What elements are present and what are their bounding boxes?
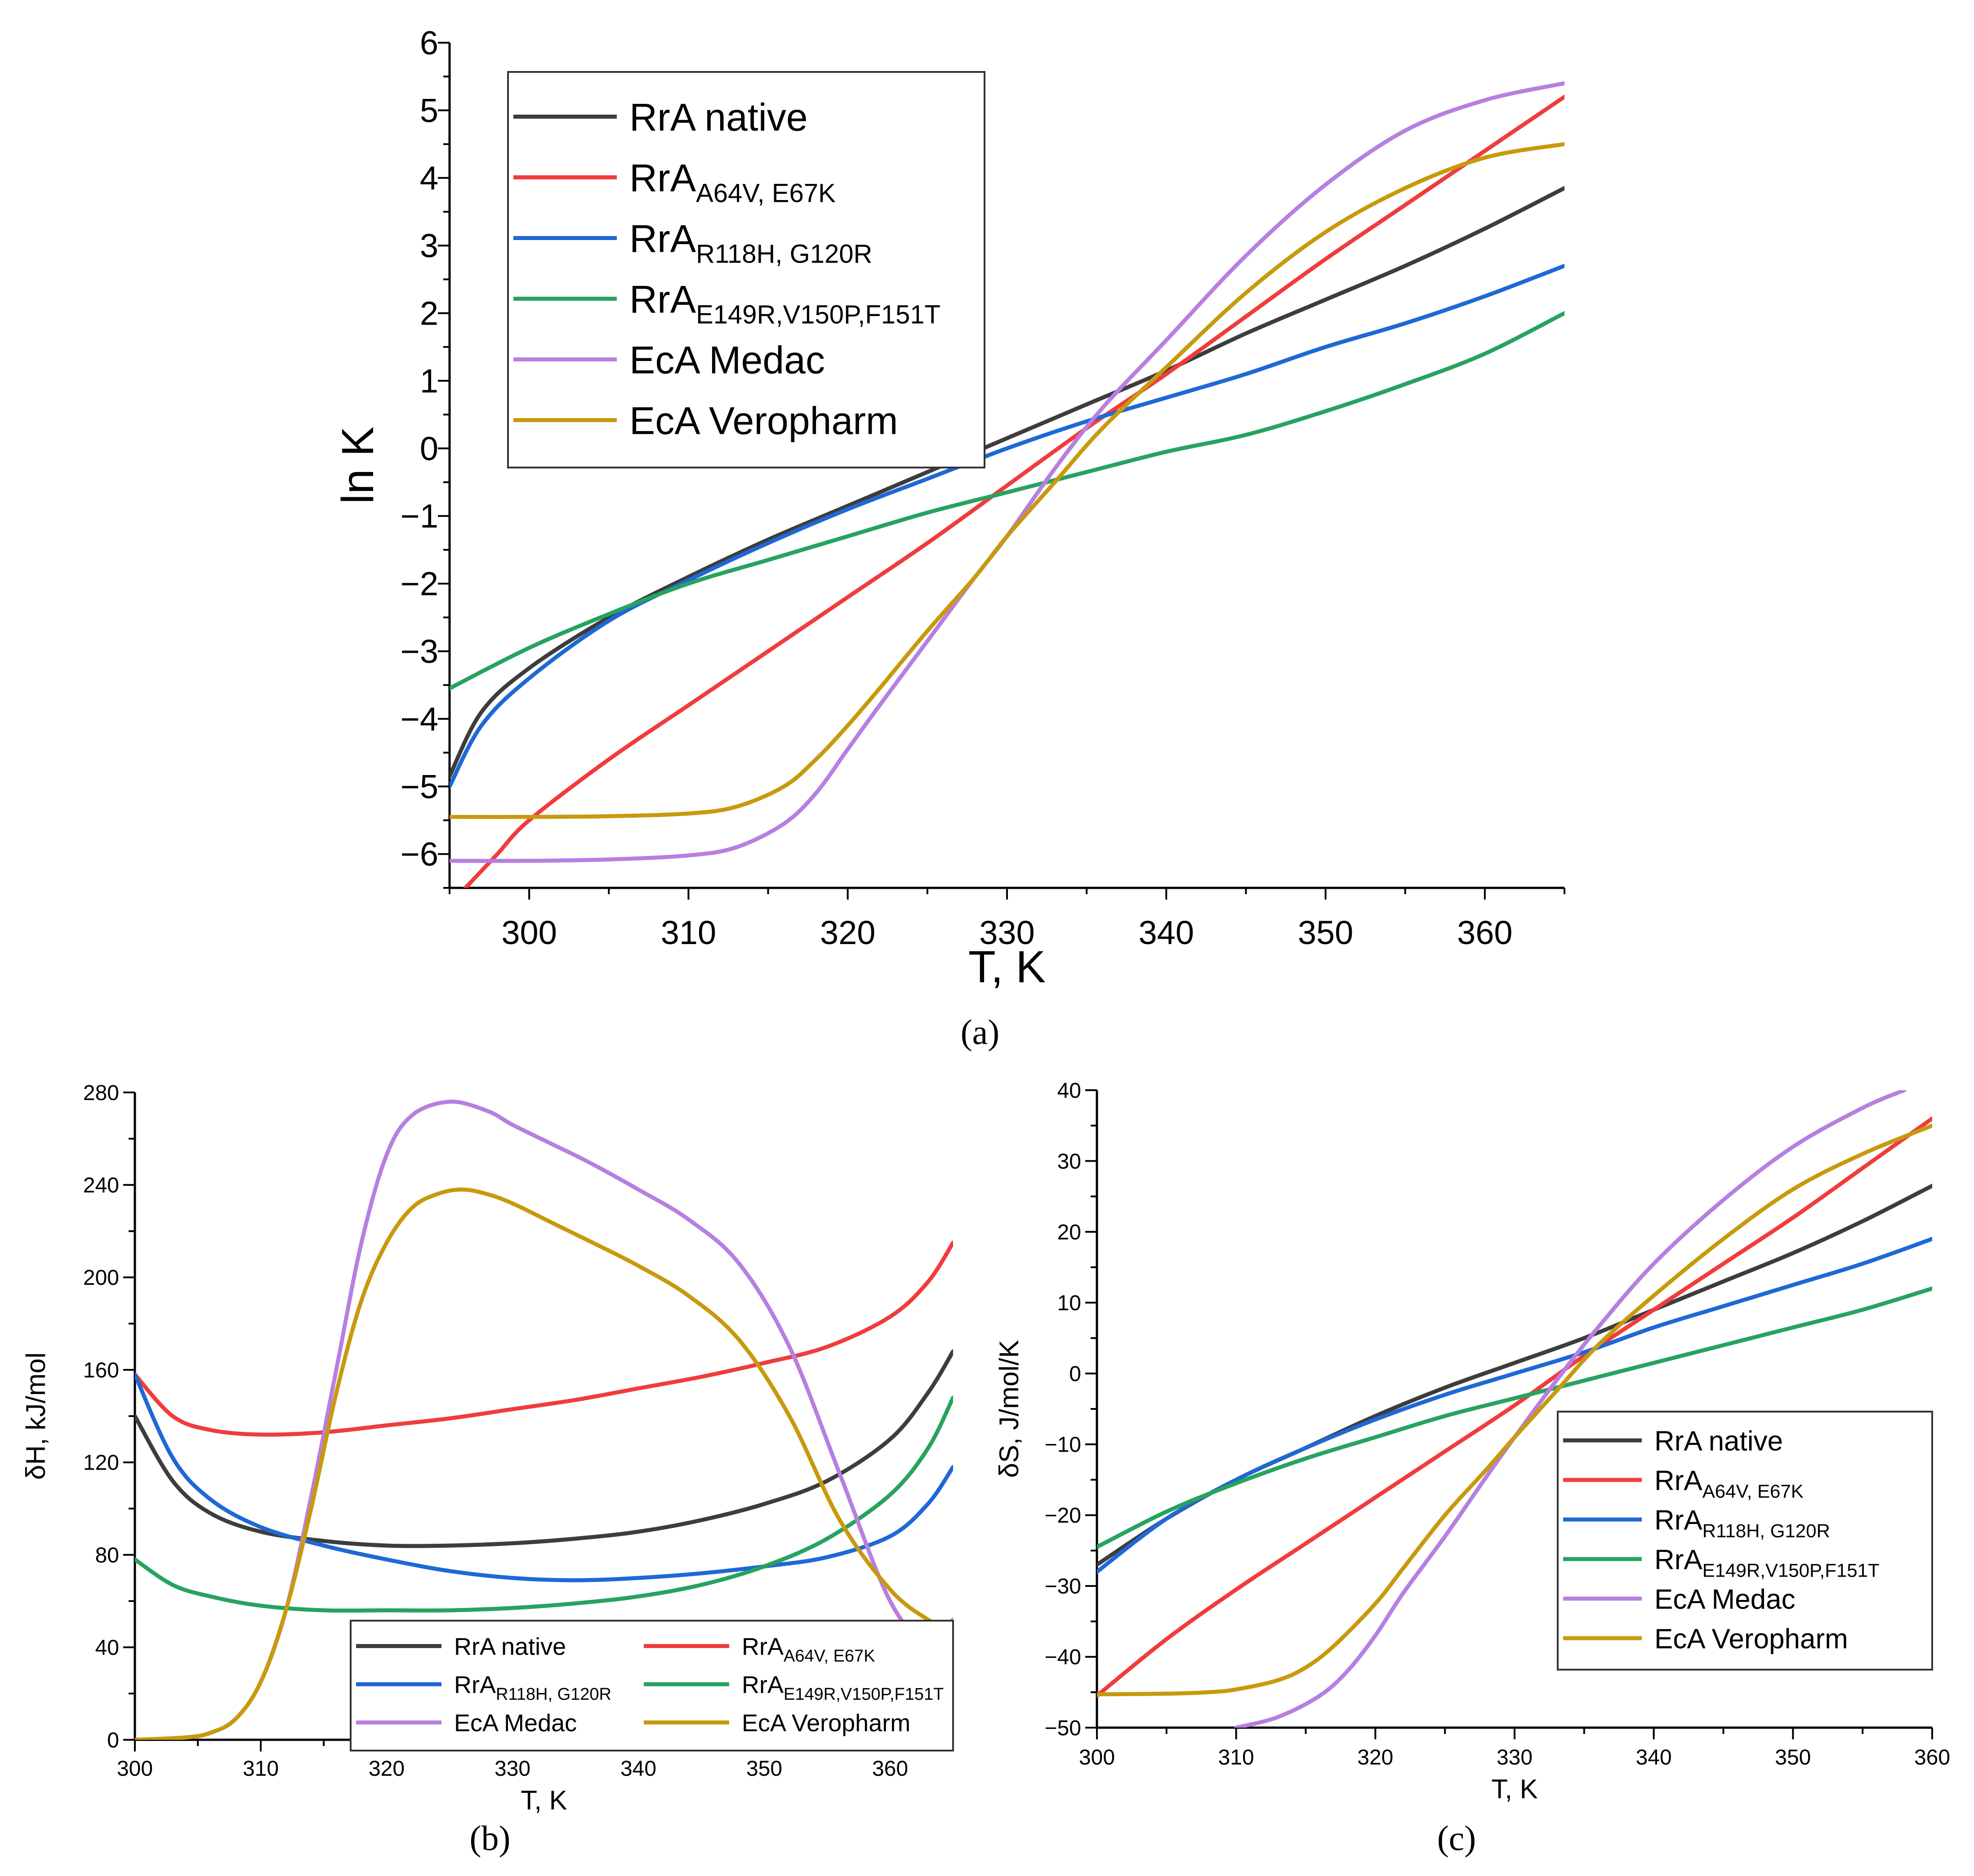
y-tick-label: −50 bbox=[1045, 1716, 1081, 1740]
y-tick-label: −1 bbox=[401, 498, 438, 535]
series-line-rra_r118h bbox=[1097, 1237, 1932, 1574]
y-axis-title: δH, kJ/mol bbox=[21, 1352, 51, 1479]
legend-label-rra_a64v: RrAA64V, E67K bbox=[1654, 1465, 1804, 1502]
legend-label-rra_native: RrA native bbox=[1654, 1426, 1783, 1457]
series-group bbox=[1097, 1090, 1932, 1728]
y-tick-label: 120 bbox=[83, 1451, 119, 1475]
legend-label-rra_r118h: RrAR118H, G120R bbox=[1654, 1505, 1830, 1541]
x-tick-label: 340 bbox=[620, 1757, 656, 1781]
x-tick-label: 310 bbox=[661, 914, 716, 951]
x-tick-label: 320 bbox=[820, 914, 875, 951]
y-tick-label: −6 bbox=[401, 836, 438, 873]
x-tick-label: 310 bbox=[243, 1757, 279, 1781]
x-tick-label: 350 bbox=[1298, 914, 1353, 951]
y-tick-label: 80 bbox=[95, 1543, 119, 1567]
y-axis-title: δS, J/mol/K bbox=[994, 1340, 1024, 1478]
series-line-eca_veropharm bbox=[450, 142, 1564, 819]
x-tick-label: 340 bbox=[1636, 1746, 1672, 1769]
x-tick-label: 360 bbox=[1457, 914, 1512, 951]
x-tick-label: 330 bbox=[1497, 1746, 1533, 1769]
legend-label-rra_r118h: RrAR118H, G120R bbox=[629, 217, 872, 268]
y-tick-label: 280 bbox=[83, 1081, 119, 1105]
y-tick-label: −20 bbox=[1045, 1504, 1081, 1528]
legend-label-eca_medac: EcA Medac bbox=[1654, 1584, 1796, 1615]
x-tick-label: 300 bbox=[501, 914, 557, 951]
x-axis-title: T, K bbox=[968, 942, 1046, 992]
panel-c-caption: (c) bbox=[1437, 1818, 1476, 1858]
y-tick-label: −40 bbox=[1045, 1645, 1081, 1669]
x-tick-label: 330 bbox=[495, 1757, 530, 1781]
y-tick-label: −2 bbox=[401, 565, 438, 602]
legend-label-rra_e149r: RrAE149R,V150P,F151T bbox=[742, 1671, 944, 1704]
panel-b-chart: 300 310 320 330 340 350 360 0 40 80 120 160 200 240 28… bbox=[21, 1081, 954, 1815]
legend-label-rra_e149r: RrAE149R,V150P,F151T bbox=[629, 278, 940, 329]
series-line-rra_r118h bbox=[135, 1372, 953, 1582]
y-tick-label: 40 bbox=[1057, 1079, 1081, 1103]
x-axis-title: T, K bbox=[521, 1785, 567, 1815]
y-axis-title: ln K bbox=[333, 427, 383, 504]
x-tick-label: 320 bbox=[1357, 1746, 1393, 1769]
legend-label-eca_medac: EcA Medac bbox=[629, 339, 825, 382]
legend-label-rra_e149r: RrAE149R,V150P,F151T bbox=[1654, 1544, 1880, 1581]
legend-label-eca_veropharm: EcA Veropharm bbox=[1654, 1623, 1848, 1654]
y-tick-label: −3 bbox=[401, 633, 438, 670]
y-tick-label: 3 bbox=[420, 227, 438, 264]
y-tick-label: −5 bbox=[401, 768, 438, 805]
y-tick-label: −10 bbox=[1045, 1433, 1081, 1457]
series-line-rra_a64v bbox=[1097, 1116, 1932, 1698]
legend-label-rra_native: RrA native bbox=[629, 96, 808, 139]
series-line-rra_e149r bbox=[1097, 1286, 1932, 1549]
series-group bbox=[135, 1100, 953, 1740]
legend-label-rra_native: RrA native bbox=[454, 1633, 566, 1660]
y-tick-label: 200 bbox=[83, 1266, 119, 1290]
legend-label-eca_veropharm: EcA Veropharm bbox=[742, 1710, 910, 1737]
panel-b-caption: (b) bbox=[470, 1818, 511, 1858]
x-tick-label: 300 bbox=[117, 1757, 153, 1781]
series-line-eca_veropharm bbox=[1097, 1123, 1932, 1697]
series-line-rra_native bbox=[135, 1349, 953, 1548]
y-tick-label: 30 bbox=[1057, 1150, 1081, 1173]
series-line-eca_veropharm bbox=[135, 1187, 953, 1740]
y-tick-label: 1 bbox=[420, 362, 438, 400]
x-tick-label: 360 bbox=[872, 1757, 908, 1781]
y-tick-label: 0 bbox=[420, 430, 438, 467]
y-tick-label: −30 bbox=[1045, 1575, 1081, 1599]
y-tick-label: 6 bbox=[420, 24, 438, 62]
panel-a-chart: 300 310 320 330 340 350 360 −6 −5 −4 −3 −2 −1 0 1 2 3 4 5 6… bbox=[333, 24, 1565, 992]
legend-box bbox=[1557, 1411, 1933, 1671]
x-tick-label: 330 bbox=[979, 914, 1034, 951]
legend-label-eca_medac: EcA Medac bbox=[454, 1710, 577, 1737]
series-line-rra_e149r bbox=[450, 311, 1564, 691]
y-tick-label: 4 bbox=[420, 160, 438, 197]
x-tick-label: 310 bbox=[1218, 1746, 1254, 1769]
x-axis-title: T, K bbox=[1491, 1774, 1537, 1804]
x-tick-label: 300 bbox=[1079, 1746, 1115, 1769]
series-line-rra_e149r bbox=[135, 1395, 953, 1613]
y-tick-label: 40 bbox=[95, 1636, 119, 1660]
y-tick-label: 240 bbox=[83, 1174, 119, 1198]
y-tick-label: 10 bbox=[1057, 1291, 1081, 1315]
legend-label-rra_a64v: RrAA64V, E67K bbox=[629, 156, 836, 208]
x-tick-label: 320 bbox=[369, 1757, 405, 1781]
y-tick-label: 0 bbox=[107, 1729, 119, 1752]
series-line-rra_a64v bbox=[135, 1240, 953, 1437]
legend-label-eca_veropharm: EcA Veropharm bbox=[629, 399, 898, 442]
panel-a-caption: (a) bbox=[961, 1012, 1000, 1052]
y-tick-label: 2 bbox=[420, 295, 438, 332]
y-tick-label: 160 bbox=[83, 1359, 119, 1382]
panel-c-chart: 300 310 320 330 340 350 360 −50 −40 −30 −20 −10 0 10 2… bbox=[994, 1079, 1950, 1804]
legend-box bbox=[507, 71, 985, 468]
y-tick-label: 20 bbox=[1057, 1221, 1081, 1244]
x-tick-label: 350 bbox=[1775, 1746, 1811, 1769]
x-tick-label: 360 bbox=[1914, 1746, 1950, 1769]
legend-label-rra_r118h: RrAR118H, G120R bbox=[454, 1671, 611, 1704]
y-tick-label: 5 bbox=[420, 92, 438, 129]
y-tick-label: 0 bbox=[1069, 1362, 1081, 1386]
y-tick-label: −4 bbox=[401, 700, 438, 738]
x-tick-label: 350 bbox=[746, 1757, 782, 1781]
legend-label-rra_a64v: RrAA64V, E67K bbox=[742, 1633, 875, 1666]
x-tick-label: 340 bbox=[1139, 914, 1194, 951]
